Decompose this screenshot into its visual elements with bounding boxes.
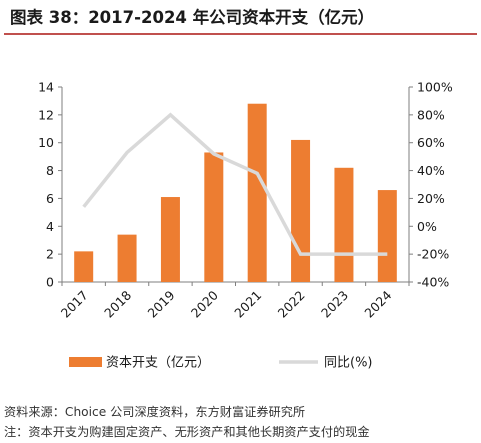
bar-capex-2017: [74, 251, 94, 282]
left-axis-tick-label: 12: [38, 107, 54, 122]
source-note: 资料来源：Choice 公司深度资料，东方财富证券研究所: [4, 405, 306, 419]
x-axis-tick-label: 2023: [318, 288, 351, 321]
right-axis-tick-label: -40%: [417, 275, 449, 290]
right-axis-tick-label: 0%: [417, 219, 437, 234]
left-axis-tick-label: 2: [46, 247, 54, 262]
left-axis-tick-label: 0: [46, 275, 54, 290]
bar-capex-2018: [117, 234, 137, 282]
capex-chart: 0 2 4 6 8 10 12 14 -40% -20% 0% 20% 40% 60% 80% 100% 201…: [38, 80, 453, 371]
left-axis-tick-label: 4: [46, 219, 54, 234]
left-axis-tick-label: 8: [46, 163, 54, 178]
x-axis-tick-label: 2024: [361, 287, 394, 320]
line-yoy-growth: [82, 112, 388, 256]
x-axis-tick-label: 2021: [231, 288, 264, 321]
right-axis-tick-label: 20%: [417, 191, 445, 206]
left-axis-tick-label: 6: [46, 191, 54, 206]
bar-capex-2020: [204, 152, 224, 282]
x-axis-tick-label: 2019: [144, 287, 177, 320]
left-axis-tick-label: 10: [38, 135, 54, 150]
right-axis-tick-label: 100%: [417, 80, 453, 95]
x-axis-tick-label: 2018: [101, 287, 134, 320]
right-axis-tick-label: -20%: [417, 247, 449, 262]
legend-swatch-capex: [69, 357, 102, 367]
x-axis-tick-label: 2017: [58, 288, 91, 321]
right-axis-tick-label: 40%: [417, 163, 445, 178]
bar-capex-2022: [291, 139, 311, 282]
right-axis-tick-label: 60%: [417, 135, 445, 150]
bar-capex-2021: [247, 103, 267, 282]
title-divider: [4, 33, 477, 35]
legend-label-yoy: 同比(%): [324, 356, 373, 371]
x-axis-tick-label: 2022: [275, 288, 308, 321]
bar-capex-2024: [377, 190, 397, 282]
bar-capex-2023: [334, 167, 354, 282]
legend-label-capex: 资本开支（亿元）: [106, 356, 210, 371]
right-axis-tick-label: 80%: [417, 107, 445, 122]
left-axis-tick-label: 14: [38, 80, 54, 95]
x-axis-tick-label: 2020: [188, 287, 221, 320]
bar-capex-2019: [160, 197, 180, 282]
chart-title: 图表 38：2017-2024 年公司资本开支（亿元）: [10, 8, 375, 27]
footnote: 注：资本开支为购建固定资产、无形资产和其他长期资产支付的现金: [4, 425, 370, 439]
